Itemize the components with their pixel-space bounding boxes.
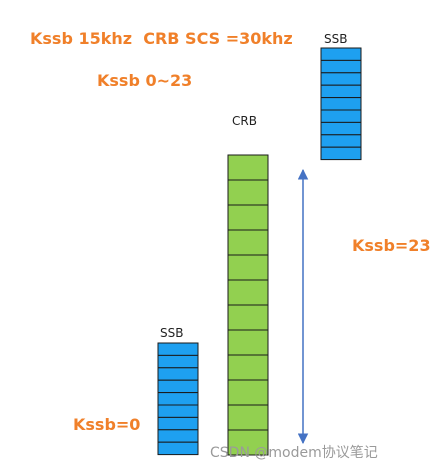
crb-cell [227,379,269,406]
watermark: CSDN @modem协议笔记 [210,445,378,461]
crb-cell [227,229,269,256]
ssb-bottom-cell [157,404,199,418]
crb-cell [227,354,269,381]
ssb-top-cell [320,134,362,148]
ssb-top-cell [320,59,362,74]
crb-cell [227,204,269,231]
crb-cell [227,254,269,281]
crb-cell [227,429,269,456]
crb-cell [227,179,269,206]
crb-cell [227,279,269,306]
ssb-top-cell [320,109,362,123]
ssb-bottom-label: SSB [160,326,183,340]
ssb-bottom-cell [157,392,199,406]
crb-label: CRB [232,114,257,128]
crb-cell [227,404,269,431]
ssb-bottom-cell [157,379,199,394]
ssb-top-cell [320,47,362,61]
ssb-top-cell [320,84,362,99]
ssb-bottom-cell [157,367,199,381]
header-line2: Kssb 0~23 [97,71,192,90]
ssb-top-cell [320,146,362,161]
crb-cell [227,304,269,331]
zero-annotation: Kssb=0 [73,415,140,434]
ssb-top-cell [320,72,362,86]
cell-stacks [157,47,362,456]
ssb-bottom-cell [157,354,199,369]
ssb-bottom-cell [157,342,199,356]
header-line1: Kssb 15khz CRB SCS =30khz [30,29,293,48]
crb-cell [227,154,269,181]
ssb-top-label: SSB [324,32,347,46]
crb-cell [227,329,269,356]
ssb-top-cell [320,97,362,111]
ssb-bottom-cell [157,441,199,456]
span-annotation: Kssb=23 [352,236,431,255]
ssb-top-cell [320,121,362,136]
ssb-bottom-cell [157,416,199,431]
ssb-bottom-cell [157,429,199,443]
